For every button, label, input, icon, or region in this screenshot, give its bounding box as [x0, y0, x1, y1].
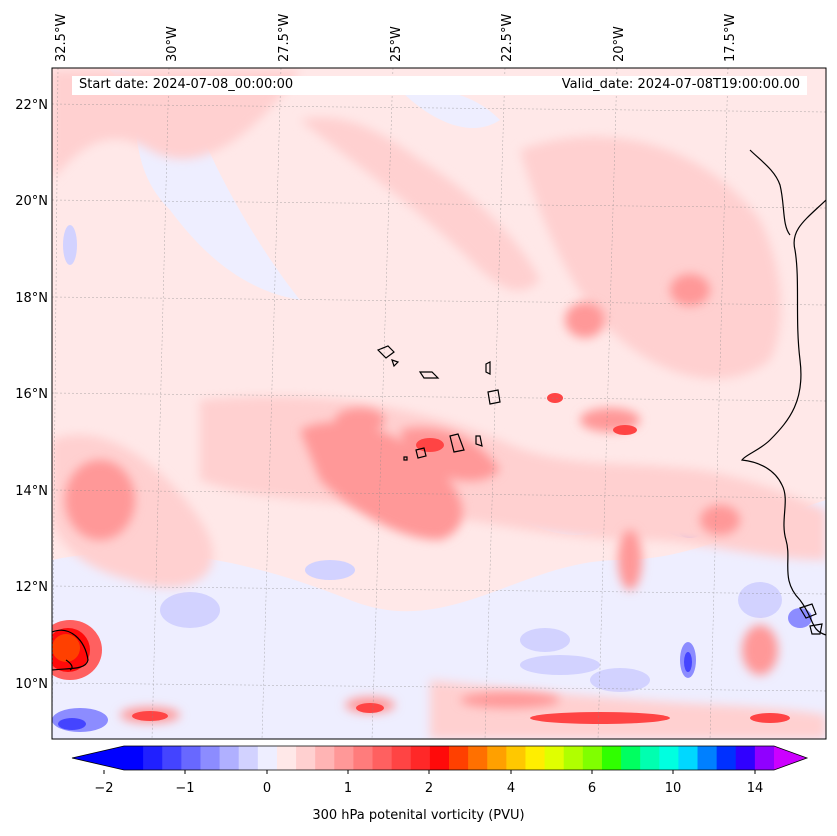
- high-pv-core: [52, 620, 102, 680]
- colorbar-swatch: [162, 746, 182, 770]
- colorbar-title: 300 hPa potenital vorticity (PVU): [312, 808, 525, 823]
- colorbar-swatch: [487, 746, 507, 770]
- colorbar-swatch: [754, 746, 775, 770]
- colorbar-swatch: [506, 746, 527, 770]
- cbar-tick-neg2: −2: [94, 781, 114, 796]
- lon-label-30w: 30°W: [165, 26, 180, 62]
- colorbar-swatch: [372, 746, 393, 770]
- cbar-tick-14: 14: [746, 781, 764, 796]
- graticule: [52, 68, 826, 739]
- red-streaks: [132, 393, 790, 724]
- lon-label-25w: 25°W: [389, 26, 404, 62]
- lat-label-12n: 12°N: [15, 580, 48, 595]
- colorbar-swatch: [410, 746, 431, 770]
- colorbar-swatch: [143, 746, 163, 770]
- colorbar-swatch: [238, 746, 259, 770]
- cbar-tick-neg1: −1: [175, 781, 195, 796]
- colorbar-swatch: [200, 746, 221, 770]
- cbar-tick-0: 0: [262, 781, 272, 796]
- colorbar-swatch: [697, 746, 718, 770]
- colorbar-swatch: [563, 746, 584, 770]
- blue-patches: [63, 225, 782, 692]
- lat-label-10n: 10°N: [15, 677, 48, 692]
- lat-label-22n: 22°N: [15, 98, 48, 113]
- map-frame: [51, 67, 827, 740]
- colorbar-swatch: [735, 746, 756, 770]
- pv-field: [52, 68, 826, 739]
- colorbar-swatch: [640, 746, 660, 770]
- lat-label-14n: 14°N: [15, 484, 48, 499]
- lon-label-17-5w: 17.5°W: [723, 13, 738, 62]
- colorbar-swatch: [334, 746, 355, 770]
- colorbar-over-arrow: [774, 746, 807, 770]
- colorbar-swatch: [181, 746, 202, 770]
- colorbar-swatch: [678, 746, 699, 770]
- lon-label-27-5w: 27.5°W: [277, 13, 292, 62]
- colorbar-swatch: [353, 746, 374, 770]
- lat-label-16n: 16°N: [15, 387, 48, 402]
- cbar-tick-1: 1: [343, 781, 353, 796]
- colorbar: [71, 745, 809, 774]
- colorbar-swatch: [124, 746, 144, 770]
- cbar-tick-10: 10: [664, 781, 682, 796]
- colorbar-swatch: [276, 746, 297, 770]
- coastlines: [52, 149, 826, 671]
- colorbar-under-arrow: [72, 746, 124, 770]
- colorbar-swatch: [391, 746, 412, 770]
- colorbar-swatch: [544, 746, 565, 770]
- colorbar-swatch: [257, 746, 278, 770]
- deep-blue-patches: [58, 652, 692, 730]
- colorbar-swatch: [219, 746, 240, 770]
- colorbar-swatch: [468, 746, 488, 770]
- colorbar-swatch: [621, 746, 641, 770]
- valid-date-label: Valid_date: 2024-07-08T19:00:00.00: [561, 77, 800, 92]
- lon-label-22-5w: 22.5°W: [500, 13, 515, 62]
- cbar-tick-4: 4: [506, 781, 516, 796]
- cbar-tick-6: 6: [587, 781, 597, 796]
- start-date-label: Start date: 2024-07-08_00:00:00: [79, 77, 294, 92]
- colorbar-swatch: [315, 746, 335, 770]
- colorbar-swatch: [601, 746, 622, 770]
- colorbar-outline: [71, 745, 809, 771]
- lat-label-18n: 18°N: [15, 291, 48, 306]
- colorbar-swatch: [582, 746, 603, 770]
- colorbar-swatch: [716, 746, 737, 770]
- colorbar-swatch: [429, 746, 450, 770]
- lon-label-32-5w: 32.5°W: [54, 13, 69, 62]
- lat-label-20n: 20°N: [15, 194, 48, 209]
- info-banner: [72, 76, 807, 95]
- cbar-tick-2: 2: [424, 781, 434, 796]
- lon-label-20w: 20°W: [612, 26, 627, 62]
- colorbar-swatch: [525, 746, 546, 770]
- colorbar-swatch: [296, 746, 316, 770]
- colorbar-swatch: [659, 746, 680, 770]
- colorbar-swatch: [449, 746, 469, 770]
